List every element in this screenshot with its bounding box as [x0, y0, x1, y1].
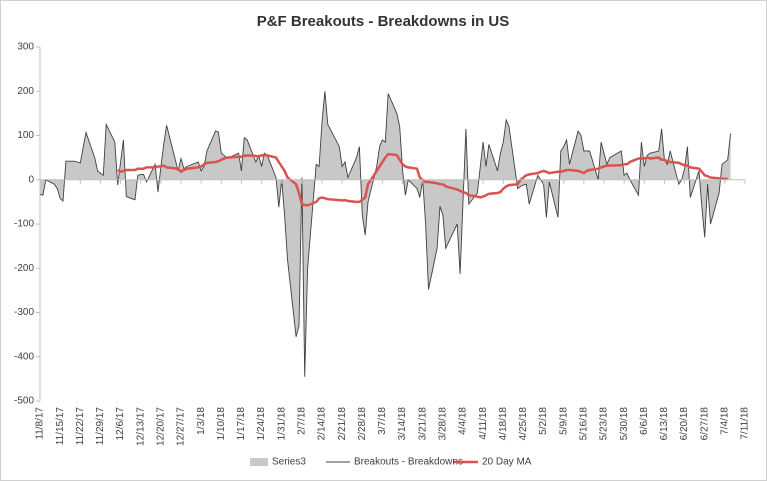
x-tick-label: 5/9/18 [558, 407, 569, 435]
x-tick-label: 3/7/18 [377, 407, 388, 435]
x-tick-label: 6/6/18 [639, 407, 650, 435]
y-tick-label: -300 [14, 307, 34, 318]
x-tick-label: 1/24/18 [256, 407, 267, 441]
x-tick-label: 1/3/18 [196, 407, 207, 435]
y-tick-label: 0 [28, 174, 34, 185]
x-tick-label: 4/11/18 [478, 407, 489, 440]
x-tick-label: 7/11/18 [740, 407, 751, 440]
x-tick-label: 12/13/17 [135, 407, 146, 446]
x-tick-label: 11/15/17 [55, 407, 66, 446]
legend-label: Series3 [272, 457, 306, 468]
x-tick-label: 3/14/18 [397, 407, 408, 441]
x-tick-label: 4/25/18 [518, 407, 529, 441]
x-tick-label: 12/27/17 [176, 407, 187, 446]
x-tick-label: 12/6/17 [115, 407, 126, 441]
x-tick-label: 3/21/18 [417, 407, 428, 441]
legend-label: Breakouts - Breakdowns [354, 457, 463, 468]
x-tick-label: 6/13/18 [659, 407, 670, 441]
y-tick-label: -200 [14, 263, 34, 274]
legend-swatch [250, 458, 268, 466]
x-tick-label: 5/30/18 [619, 407, 630, 441]
x-tick-label: 2/21/18 [337, 407, 348, 441]
y-tick-label: 300 [17, 42, 34, 53]
x-tick-label: 12/20/17 [155, 407, 166, 446]
x-tick-label: 11/8/17 [35, 407, 46, 440]
x-tick-label: 3/28/18 [437, 407, 448, 441]
x-tick-label: 4/18/18 [498, 407, 509, 441]
line [117, 152, 728, 207]
y-tick-label: -400 [14, 351, 34, 362]
x-tick-label: 11/22/17 [75, 407, 86, 446]
x-tick-label: 5/23/18 [599, 407, 610, 441]
y-tick-label: -100 [14, 219, 34, 230]
x-tick-label: 6/27/18 [699, 407, 710, 441]
x-tick-label: 5/16/18 [578, 407, 589, 441]
x-tick-label: 6/20/18 [679, 407, 690, 441]
legend-label: 20 Day MA [482, 457, 532, 468]
line [39, 91, 732, 377]
x-tick-label: 5/2/18 [538, 407, 549, 435]
x-tick-label: 1/10/18 [216, 407, 227, 441]
x-tick-label: 1/17/18 [236, 407, 247, 441]
y-tick-label: 100 [17, 130, 34, 141]
x-tick-label: 2/14/18 [317, 407, 328, 441]
x-tick-label: 2/28/18 [357, 407, 368, 441]
x-tick-label: 1/31/18 [276, 407, 287, 441]
x-tick-label: 4/4/18 [458, 407, 469, 435]
x-tick-label: 7/4/18 [719, 407, 730, 435]
chart-title: P&F Breakouts - Breakdowns in US [257, 13, 510, 30]
x-tick-label: 11/29/17 [95, 407, 106, 446]
x-tick-label: 2/7/18 [296, 407, 307, 435]
y-tick-label: 200 [17, 86, 34, 97]
y-tick-label: -500 [14, 396, 34, 407]
